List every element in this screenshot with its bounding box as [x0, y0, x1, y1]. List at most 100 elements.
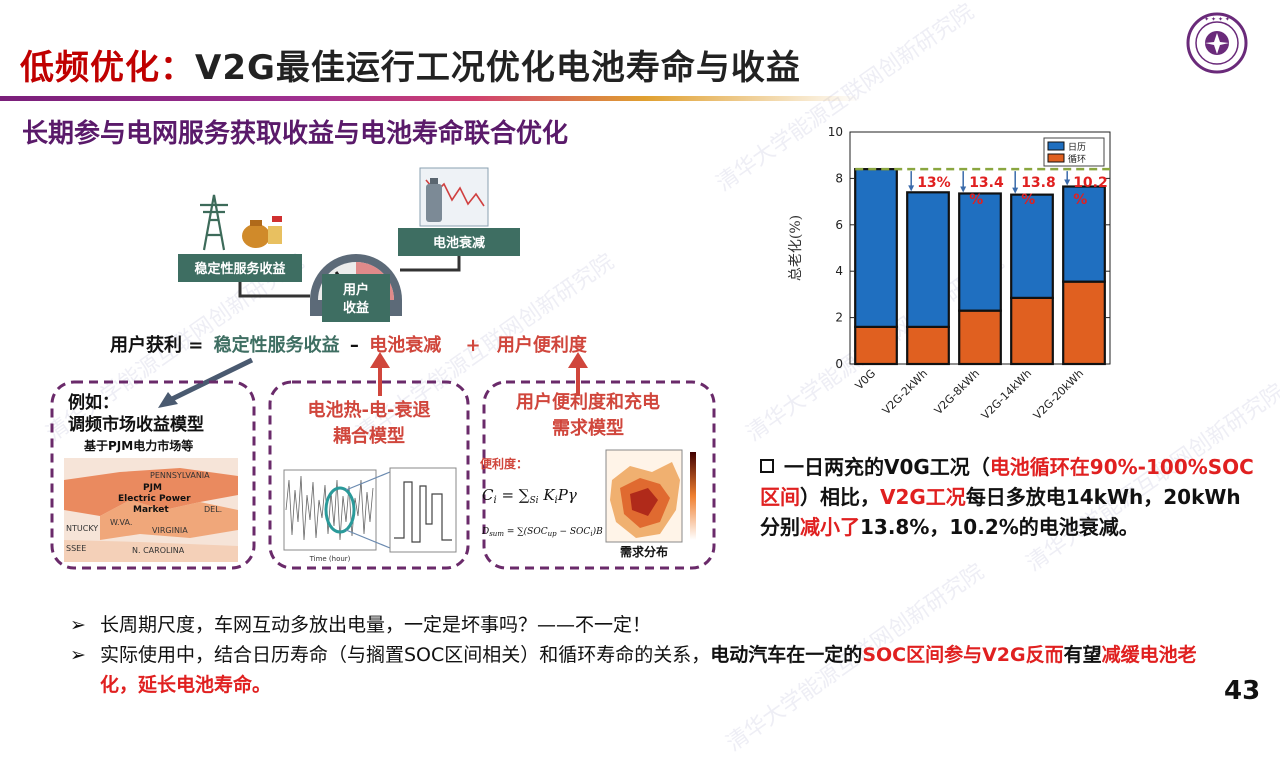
svg-text:N. CAROLINA: N. CAROLINA [132, 546, 185, 555]
panel1-line1: 例如： [68, 392, 119, 413]
title-underline [0, 96, 860, 101]
x-tick-label: V2G-8kWh [932, 367, 982, 417]
bar-segment-循环 [854, 325, 898, 366]
panel1-line2: 调频市场收益模型 [68, 414, 204, 435]
slide-title: 低频优化：V2G最佳运行工况优化电池寿命与收益 [20, 40, 801, 89]
y-tick-label: 6 [835, 218, 843, 232]
panel1-line3: 基于PJM电力市场等 [83, 438, 193, 453]
chart-annotations: 13% 13.4%13.8%10.2% [908, 171, 1108, 208]
zoom-ellipse [324, 486, 356, 534]
x-tick-label: V2G-20kWh [1031, 367, 1086, 422]
y-tick-label: 0 [835, 357, 843, 371]
soc-formula: Dsum = ∑(SOCup − SOCi)B + S [481, 526, 622, 538]
connector-line [238, 282, 310, 298]
reduction-label: % [1073, 192, 1087, 208]
svg-text:DEL.: DEL. [204, 505, 222, 514]
svg-text:NTUCKY: NTUCKY [66, 524, 98, 533]
reduction-label: % [969, 192, 983, 208]
chart-ylabel: 总老化(%) [788, 215, 804, 281]
heatmap-label: 需求分布 [620, 544, 668, 559]
reduction-label: 13.4 [969, 175, 1004, 191]
gauge-label-user: 用户 [342, 282, 369, 298]
aging-stacked-bar-chart: 0 2 4 6 8 10 V0G V2G-2kWh V2G-8kWhV2G-14kWhV2G-2… [788, 125, 1111, 422]
chart-bars [854, 168, 1106, 366]
legend-swatch [1047, 141, 1065, 151]
panel3-title-2: 需求模型 [552, 417, 624, 439]
reduction-arrow-head [960, 186, 967, 193]
svg-text:Market: Market [133, 505, 169, 515]
arrow-bullet-icon: ➢ [70, 644, 86, 666]
panel3-conv-label: 便利度： [480, 456, 528, 471]
legend-swatch [1047, 153, 1065, 163]
reduction-label: 13% [917, 175, 951, 191]
x-tick-label: V2G-14kWh [979, 367, 1034, 422]
legend-entry: 日历 [1068, 142, 1086, 153]
svg-text:PENNSYLVANIA: PENNSYLVANIA [150, 471, 210, 480]
reduction-arrow-head [1064, 179, 1071, 186]
bar-segment-日历 [906, 191, 950, 328]
arrow-bullet-icon: ➢ [70, 614, 86, 636]
x-tick-label: V0G [853, 367, 879, 393]
svg-text:✦ ✦ ✦ ✦: ✦ ✦ ✦ ✦ [1204, 16, 1230, 23]
convenience-model-panel: 用户便利度和充电 需求模型 便利度： Ci = ∑Si KiPγ Dsum = … [480, 380, 716, 570]
battery-model-panel: 电池热-电-衰退 耦合模型 Time (hour) [268, 380, 470, 570]
profit-gauge: 用户 收益 [310, 254, 402, 322]
panel2-title-1: 电池热-电-衰退 [308, 399, 431, 421]
section-subtitle: 长期参与电网服务获取收益与电池寿命联合优化 [22, 119, 569, 149]
convenience-formula: Ci = ∑Si KiPγ [482, 486, 577, 506]
stability-box-label: 稳定性服务收益 [194, 261, 285, 277]
bar-segment-循环 [1010, 296, 1054, 366]
bar-segment-循环 [1062, 280, 1106, 366]
svg-text:W.VA.: W.VA. [110, 518, 132, 527]
panel3-title-1: 用户便利度和充电 [516, 391, 660, 413]
legend-entry: 循环 [1068, 153, 1086, 165]
bullet-list: ➢ 长周期尺度，车网互动多放出电量，一定是坏事吗？——不一定！ ➢ 实际使用中，结合… [70, 610, 1220, 700]
reduction-label: 13.8 [1021, 175, 1056, 191]
svg-text:VIRGINIA: VIRGINIA [152, 526, 188, 535]
panel2-title-2: 耦合模型 [333, 425, 405, 447]
arrow-to-market-model [168, 357, 254, 403]
reduction-label: 10.2 [1073, 175, 1108, 191]
reduction-label: % [1021, 192, 1035, 208]
arrow-head [568, 352, 588, 368]
battery-monitor-icon [419, 167, 489, 227]
y-tick-label: 8 [835, 171, 843, 185]
bar-segment-日历 [1062, 185, 1106, 283]
title-prefix: 低频优化： [20, 48, 195, 88]
svg-text:Electric Power: Electric Power [118, 494, 191, 504]
power-tower-icon [200, 194, 228, 251]
panel2-xlabel: Time (hour) [309, 555, 351, 563]
battery-box-label: 电池衰减 [433, 235, 485, 251]
bullet-item: ➢ 长周期尺度，车网互动多放出电量，一定是坏事吗？——不一定！ [70, 610, 1220, 640]
y-tick-label: 10 [828, 125, 843, 139]
arrow-head [158, 392, 178, 408]
conclusion-note: 一日两充的V0G工况（电池循环在90%-100%SOC区间）相比，V2G工况每日… [760, 455, 1254, 539]
bar-segment-日历 [958, 192, 1002, 312]
svg-text:SSEE: SSEE [66, 544, 86, 553]
page-number: 43 [1224, 676, 1261, 706]
arrow-head [370, 352, 390, 368]
market-model-panel: 例如： 调频市场收益模型 基于PJM电力市场等 PENNSYLVANIA PJM… [50, 380, 256, 570]
stability-revenue-box: 稳定性服务收益 [178, 254, 302, 282]
university-logo-icon: ✦ ✦ ✦ ✦ [1186, 12, 1248, 74]
battery-degradation-box: 电池衰减 [398, 228, 520, 256]
title-main: V2G最佳运行工况优化电池寿命与收益 [195, 48, 801, 88]
bar-segment-循环 [906, 325, 950, 366]
user-profit-diagram: 稳定性服务收益 电池衰减 用户 收益 用户获利 = 稳定性服务收益 – 电池衰减… [50, 167, 716, 570]
bar-segment-日历 [1010, 193, 1054, 299]
y-tick-label: 4 [835, 264, 843, 278]
gauge-label-profit: 收益 [343, 300, 369, 316]
connector-line [400, 256, 461, 272]
x-tick-label: V2G-2kWh [880, 367, 930, 417]
bar-segment-循环 [958, 309, 1002, 366]
reduction-arrow-head [1012, 187, 1019, 194]
bullet-item: ➢ 实际使用中，结合日历寿命（与搁置SOC区间相关）和循环寿命的关系，电动汽车在一… [70, 640, 1220, 700]
money-bag-icon [242, 216, 282, 248]
profit-equation: 用户获利 = 稳定性服务收益 – 电池衰减 + 用户便利度 [110, 334, 588, 356]
bar-segment-日历 [854, 168, 898, 328]
y-tick-label: 2 [835, 311, 843, 325]
checkbox-bullet-icon [760, 459, 774, 473]
reduction-arrow-head [908, 185, 915, 192]
svg-text:PJM: PJM [143, 483, 162, 493]
